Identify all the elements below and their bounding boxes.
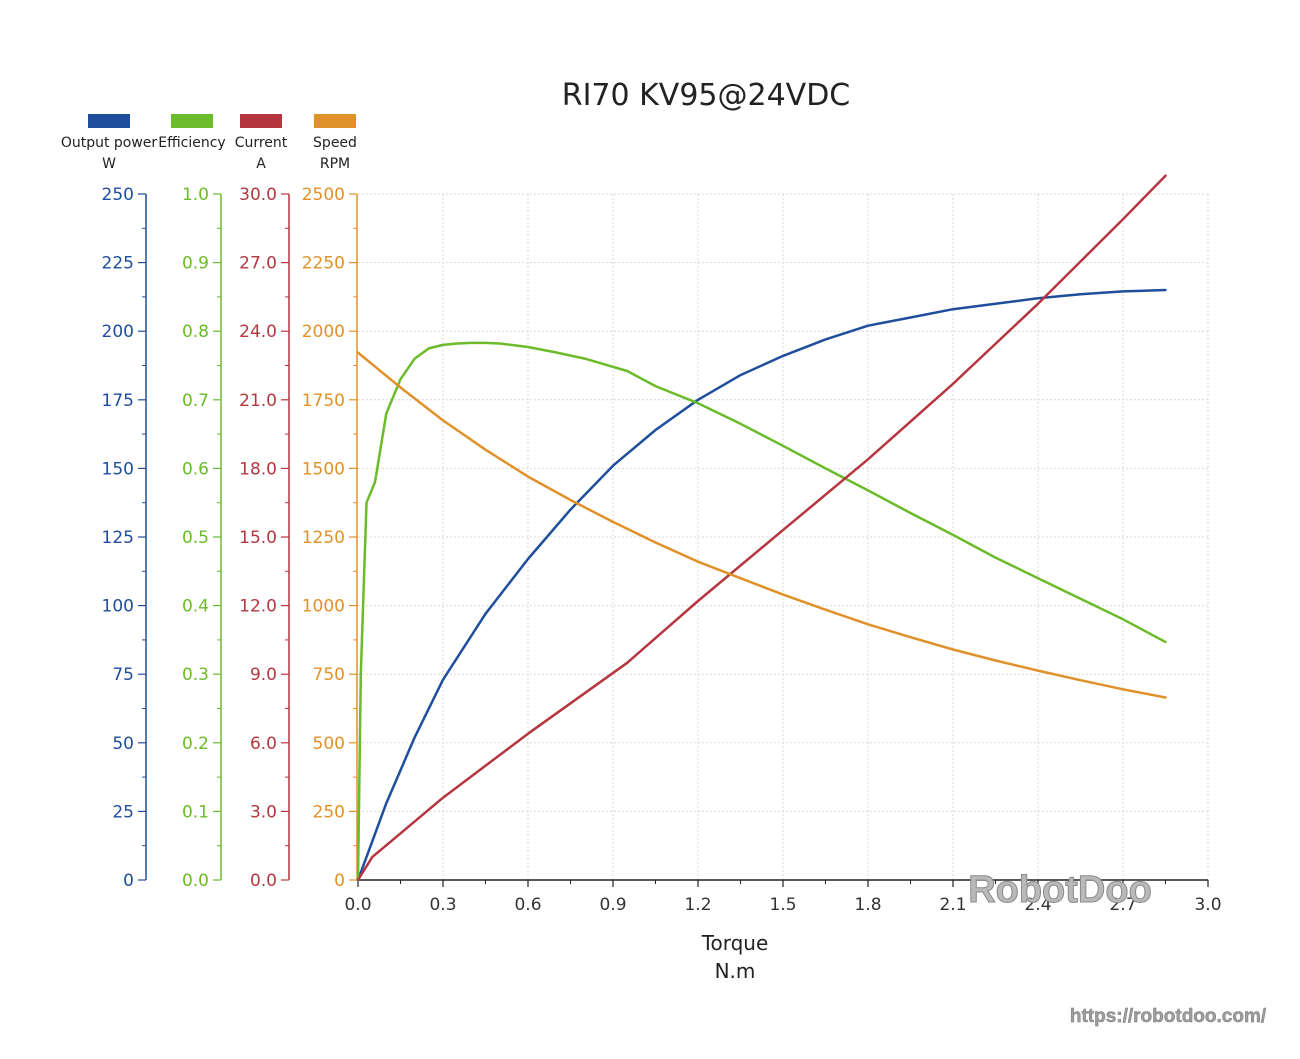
eff-tick-label: 0.7 bbox=[182, 391, 209, 411]
spd-tick-label: 1000 bbox=[302, 597, 345, 617]
x-tick-label: 2.1 bbox=[939, 895, 966, 915]
cur-tick-label: 24.0 bbox=[239, 322, 277, 342]
x-tick-label: 1.2 bbox=[684, 895, 711, 915]
source-url: https://robotdoo.com/ bbox=[1070, 1006, 1267, 1027]
spd-tick-label: 2500 bbox=[302, 185, 345, 205]
eff-tick-label: 0.8 bbox=[182, 322, 209, 342]
legend-swatch-eff bbox=[171, 114, 213, 128]
eff-tick-label: 0.6 bbox=[182, 459, 209, 479]
spd-tick-label: 1500 bbox=[302, 459, 345, 479]
power-tick-label: 0 bbox=[123, 871, 134, 891]
power-tick-label: 125 bbox=[102, 528, 134, 548]
x-tick-label: 0.0 bbox=[344, 895, 371, 915]
cur-tick-label: 0.0 bbox=[250, 871, 277, 891]
spd-tick-label: 0 bbox=[334, 871, 345, 891]
chart-title: RI70 KV95@24VDC bbox=[562, 78, 851, 113]
series-line-power bbox=[356, 288, 1167, 882]
eff-tick-label: 0.4 bbox=[182, 597, 209, 617]
series-layer bbox=[356, 174, 1167, 882]
legend-unit-power: W bbox=[102, 156, 116, 172]
spd-tick-label: 750 bbox=[313, 665, 345, 685]
series-line-cur bbox=[356, 174, 1167, 882]
legend-swatch-power bbox=[88, 114, 130, 128]
power-tick-label: 75 bbox=[112, 665, 134, 685]
x-tick-label: 1.8 bbox=[854, 895, 881, 915]
axes-layer: 0.0 0.3 0.6 0.9 1.2 1.5 1.8 2.1 2.4 2.7 3.0 0 25 50 75… bbox=[102, 185, 1222, 915]
spd-tick-label: 1250 bbox=[302, 528, 345, 548]
cur-tick-label: 15.0 bbox=[239, 528, 277, 548]
eff-tick-label: 0.9 bbox=[182, 254, 209, 274]
legend-label-power: Output power bbox=[61, 135, 158, 151]
legend-label-eff: Efficiency bbox=[158, 135, 225, 151]
spd-tick-label: 1750 bbox=[302, 391, 345, 411]
eff-tick-label: 1.0 bbox=[182, 185, 209, 205]
x-tick-label: 2.7 bbox=[1109, 895, 1136, 915]
x-axis-unit: N.m bbox=[715, 959, 756, 983]
x-axis-label: Torque bbox=[701, 931, 769, 955]
cur-tick-label: 12.0 bbox=[239, 597, 277, 617]
legend-swatch-spd bbox=[314, 114, 356, 128]
cur-tick-label: 27.0 bbox=[239, 254, 277, 274]
power-tick-label: 100 bbox=[102, 597, 134, 617]
eff-tick-label: 0.1 bbox=[182, 802, 209, 822]
power-tick-label: 25 bbox=[112, 802, 134, 822]
spd-tick-label: 250 bbox=[313, 802, 345, 822]
legend: Output power W Efficiency Current A Speed RPM bbox=[61, 114, 357, 172]
legend-unit-spd: RPM bbox=[320, 156, 350, 172]
cur-tick-label: 3.0 bbox=[250, 802, 277, 822]
x-tick-label: 0.6 bbox=[514, 895, 541, 915]
x-tick-label: 0.9 bbox=[599, 895, 626, 915]
cur-tick-label: 6.0 bbox=[250, 734, 277, 754]
x-tick-label: 3.0 bbox=[1194, 895, 1221, 915]
cur-tick-label: 30.0 bbox=[239, 185, 277, 205]
power-tick-label: 50 bbox=[112, 734, 134, 754]
legend-label-cur: Current bbox=[235, 135, 288, 151]
power-tick-label: 200 bbox=[102, 322, 134, 342]
legend-label-spd: Speed bbox=[313, 135, 357, 151]
legend-swatch-cur bbox=[240, 114, 282, 128]
cur-tick-label: 18.0 bbox=[239, 459, 277, 479]
power-tick-label: 225 bbox=[102, 254, 134, 274]
x-tick-label: 0.3 bbox=[429, 895, 456, 915]
legend-unit-cur: A bbox=[256, 156, 266, 172]
cur-tick-label: 21.0 bbox=[239, 391, 277, 411]
spd-tick-label: 2000 bbox=[302, 322, 345, 342]
watermark-logo: RobotDoo bbox=[968, 869, 1152, 911]
power-tick-label: 250 bbox=[102, 185, 134, 205]
grid-layer bbox=[358, 193, 1209, 880]
eff-tick-label: 0.3 bbox=[182, 665, 209, 685]
spd-tick-label: 2250 bbox=[302, 254, 345, 274]
eff-tick-label: 0.2 bbox=[182, 734, 209, 754]
cur-tick-label: 9.0 bbox=[250, 665, 277, 685]
power-tick-label: 150 bbox=[102, 459, 134, 479]
power-tick-label: 175 bbox=[102, 391, 134, 411]
eff-tick-label: 0.0 bbox=[182, 871, 209, 891]
spd-tick-label: 500 bbox=[313, 734, 345, 754]
x-tick-label: 2.4 bbox=[1024, 895, 1051, 915]
series-line-spd bbox=[356, 351, 1167, 699]
x-tick-label: 1.5 bbox=[769, 895, 796, 915]
eff-tick-label: 0.5 bbox=[182, 528, 209, 548]
